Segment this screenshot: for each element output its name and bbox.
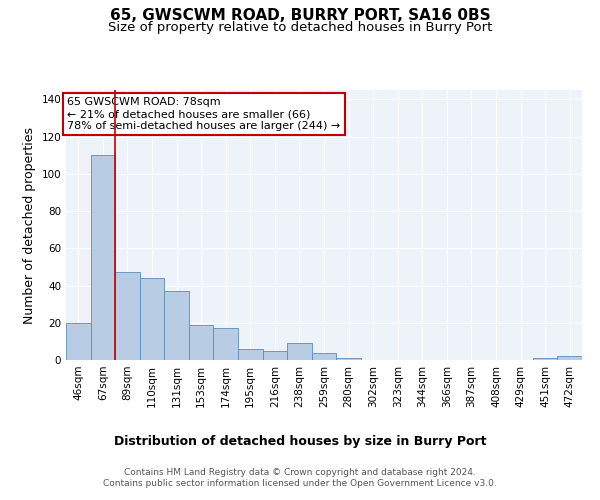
Text: 65 GWSCWM ROAD: 78sqm
← 21% of detached houses are smaller (66)
78% of semi-deta: 65 GWSCWM ROAD: 78sqm ← 21% of detached …	[67, 98, 340, 130]
Bar	[557, 356, 582, 360]
Bar	[336, 358, 361, 360]
Bar	[312, 352, 336, 360]
Bar	[115, 272, 140, 360]
Bar	[214, 328, 238, 360]
Bar	[91, 155, 115, 360]
Bar	[164, 291, 189, 360]
Bar	[66, 323, 91, 360]
Text: Contains HM Land Registry data © Crown copyright and database right 2024.
Contai: Contains HM Land Registry data © Crown c…	[103, 468, 497, 487]
Y-axis label: Number of detached properties: Number of detached properties	[23, 126, 36, 324]
Text: Size of property relative to detached houses in Burry Port: Size of property relative to detached ho…	[108, 21, 492, 34]
Bar	[238, 349, 263, 360]
Text: 65, GWSCWM ROAD, BURRY PORT, SA16 0BS: 65, GWSCWM ROAD, BURRY PORT, SA16 0BS	[110, 8, 490, 22]
Bar	[189, 324, 214, 360]
Bar	[140, 278, 164, 360]
Bar	[533, 358, 557, 360]
Bar	[287, 343, 312, 360]
Bar	[263, 350, 287, 360]
Text: Distribution of detached houses by size in Burry Port: Distribution of detached houses by size …	[114, 435, 486, 448]
